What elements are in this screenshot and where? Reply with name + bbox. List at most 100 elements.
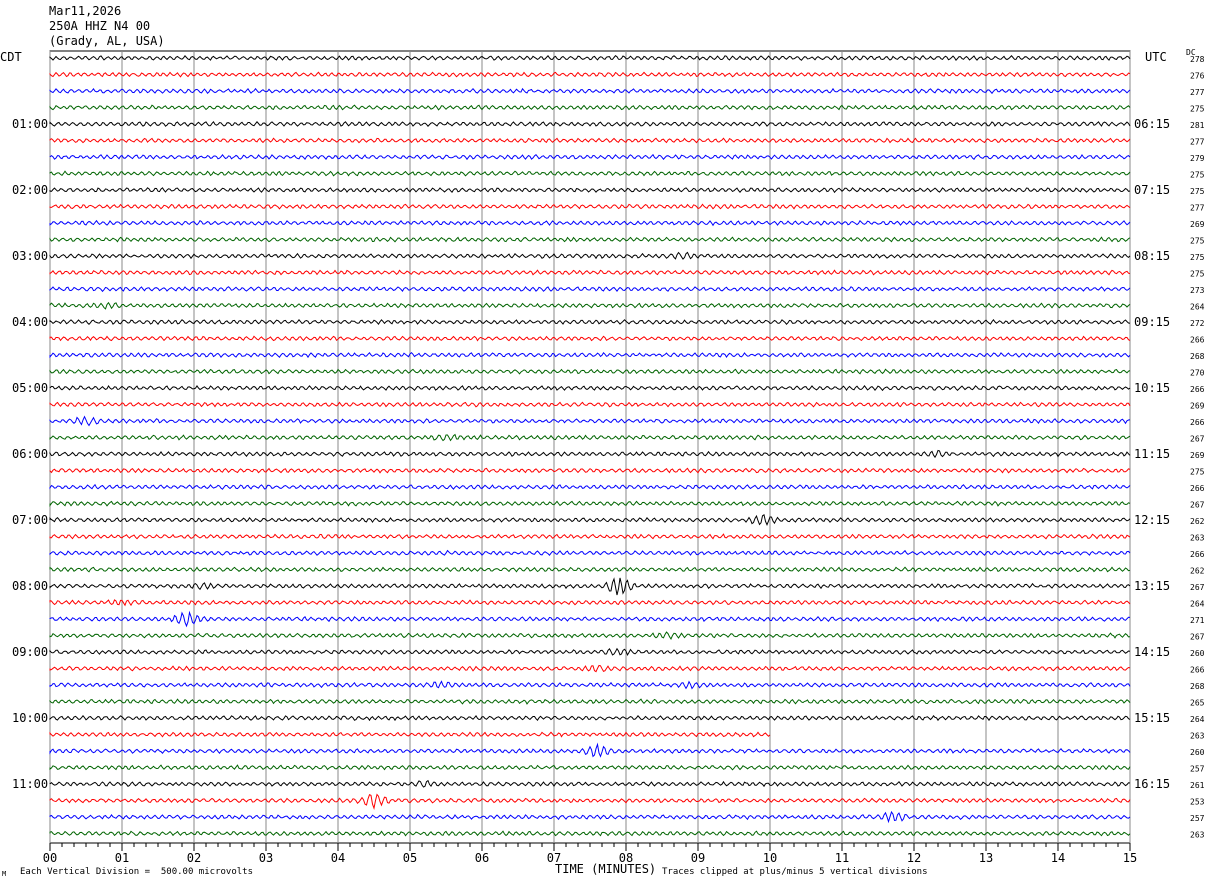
dc-value: 275: [1190, 270, 1205, 279]
station-code: 250A HHZ N4 00: [49, 19, 151, 33]
seismic-trace: [49, 203, 1131, 210]
seismic-trace: [49, 577, 1131, 596]
seismic-trace: [49, 698, 1131, 705]
dc-value: 273: [1190, 286, 1205, 295]
x-tick-label: 05: [403, 851, 417, 865]
seismic-trace: [49, 368, 1131, 375]
station-location: (Grady, AL, USA): [49, 34, 165, 48]
dc-value: 281: [1190, 121, 1205, 130]
dc-value: 268: [1190, 682, 1205, 691]
seismic-trace: [49, 483, 1131, 491]
left-hour-label: 11:00: [12, 777, 48, 791]
seismic-trace: [49, 269, 1131, 276]
dc-column-label: DC: [1186, 48, 1196, 57]
seismic-trace: [49, 384, 1131, 392]
dc-value: 266: [1190, 666, 1205, 675]
seismic-trace: [49, 500, 1131, 507]
left-hour-label: 01:00: [12, 117, 48, 131]
dc-value: 267: [1190, 435, 1205, 444]
dc-value: 260: [1190, 649, 1205, 658]
x-tick-label: 08: [619, 851, 633, 865]
dc-value: 272: [1190, 319, 1205, 328]
plot-date: Mar11,2026: [49, 4, 122, 18]
clip-note: Traces clipped at plus/minus 5 vertical …: [662, 867, 928, 877]
dc-value: 276: [1190, 72, 1205, 81]
seismic-trace: [49, 830, 1131, 837]
seismic-trace: [49, 87, 1131, 95]
dc-value: 257: [1190, 814, 1205, 823]
dc-value: 271: [1190, 616, 1205, 625]
x-tick-label: 11: [835, 851, 849, 865]
seismic-trace: [49, 170, 1131, 177]
dc-value: 260: [1190, 748, 1205, 757]
x-axis-title: TIME (MINUTES): [555, 862, 657, 876]
seismic-trace: [49, 731, 771, 738]
dc-value: 267: [1190, 501, 1205, 510]
scale-note: Each Vertical Division = 500.00 microvol…: [20, 867, 253, 877]
dc-value: 266: [1190, 418, 1205, 427]
dc-value: 263: [1190, 732, 1205, 741]
seismic-trace: [49, 513, 1131, 526]
x-tick-label: 02: [187, 851, 201, 865]
dc-value: 275: [1190, 171, 1205, 180]
seismic-trace: [49, 251, 1131, 260]
seismic-trace: [49, 599, 1131, 607]
right-hour-label: 07:15: [1134, 183, 1170, 197]
seismic-trace: [49, 351, 1131, 359]
dc-value: 275: [1190, 187, 1205, 196]
dc-value: 266: [1190, 550, 1205, 559]
dc-value: 262: [1190, 517, 1205, 526]
dc-value: 253: [1190, 798, 1205, 807]
dc-value: 263: [1190, 831, 1205, 840]
seismic-trace: [49, 335, 1131, 342]
seismic-trace: [49, 236, 1131, 243]
left-hour-label: 05:00: [12, 381, 48, 395]
seismic-trace: [49, 810, 1131, 824]
right-hour-label: 11:15: [1134, 447, 1170, 461]
dc-value: 275: [1190, 468, 1205, 477]
left-timezone-label: CDT: [0, 50, 22, 64]
dc-value: 279: [1190, 154, 1205, 163]
dc-value: 265: [1190, 699, 1205, 708]
dc-value: 266: [1190, 385, 1205, 394]
corner-marker: M: [2, 870, 7, 878]
dc-value: 267: [1190, 583, 1205, 592]
x-tick-label: 00: [43, 851, 57, 865]
dc-value: 270: [1190, 369, 1205, 378]
x-tick-label: 04: [331, 851, 345, 865]
x-tick-label: 15: [1123, 851, 1137, 865]
dc-value: 264: [1190, 303, 1205, 312]
seismic-trace: [49, 120, 1131, 127]
seismic-trace: [49, 647, 1131, 657]
left-hour-label: 02:00: [12, 183, 48, 197]
x-tick-label: 01: [115, 851, 129, 865]
x-tick-label: 10: [763, 851, 777, 865]
dc-value: 277: [1190, 204, 1205, 213]
dc-value: 257: [1190, 765, 1205, 774]
seismic-trace: [49, 533, 1131, 540]
right-hour-label: 16:15: [1134, 777, 1170, 791]
seismic-trace: [49, 631, 1131, 641]
seismic-trace: [49, 566, 1131, 573]
left-hour-label: 09:00: [12, 645, 48, 659]
x-tick-label: 14: [1051, 851, 1065, 865]
left-hour-label: 07:00: [12, 513, 48, 527]
right-hour-label: 12:15: [1134, 513, 1170, 527]
x-tick-label: 09: [691, 851, 705, 865]
x-tick-label: 07: [547, 851, 561, 865]
right-hour-label: 15:15: [1134, 711, 1170, 725]
dc-value: 262: [1190, 567, 1205, 576]
x-tick-label: 12: [907, 851, 921, 865]
seismic-trace: [49, 610, 1131, 628]
seismic-trace: [49, 54, 1131, 62]
seismic-trace: [49, 71, 1131, 78]
right-hour-label: 09:15: [1134, 315, 1170, 329]
seismic-trace: [49, 104, 1131, 111]
dc-value: 269: [1190, 451, 1205, 460]
seismic-trace: [49, 415, 1131, 427]
dc-value: 263: [1190, 534, 1205, 543]
seismic-trace: [49, 187, 1131, 194]
seismic-trace: [49, 219, 1131, 227]
x-tick-label: 06: [475, 851, 489, 865]
